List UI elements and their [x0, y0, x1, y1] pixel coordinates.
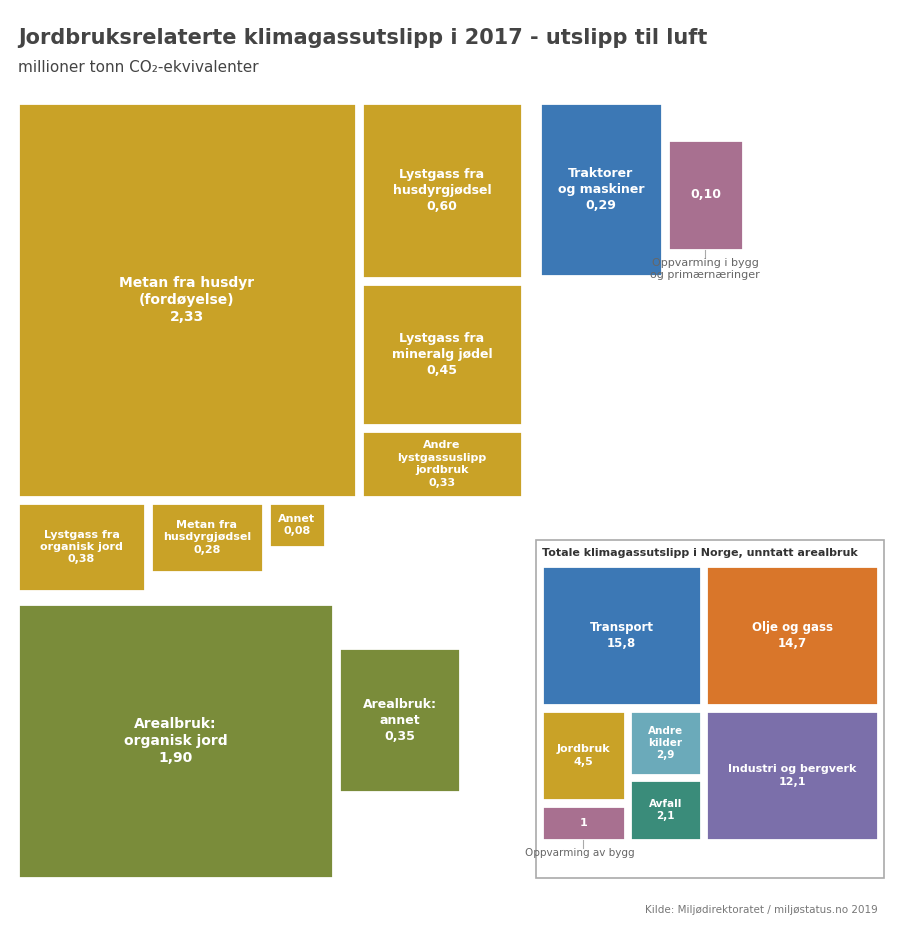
Text: Lystgass fra
organisk jord
0,38: Lystgass fra organisk jord 0,38 — [40, 529, 123, 565]
Text: Totale klimagassutslipp i Norge, unntatt arealbruk: Totale klimagassutslipp i Norge, unntatt… — [542, 548, 858, 558]
FancyBboxPatch shape — [269, 503, 325, 547]
Text: millioner tonn CO₂-ekvivalenter: millioner tonn CO₂-ekvivalenter — [18, 61, 258, 76]
Text: Metan fra husdyr
(fordøyelse)
2,33: Metan fra husdyr (fordøyelse) 2,33 — [120, 276, 255, 324]
Text: Kilde: Miljødirektoratet / miljøstatus.no 2019: Kilde: Miljødirektoratet / miljøstatus.n… — [645, 905, 878, 915]
FancyBboxPatch shape — [18, 103, 356, 497]
FancyBboxPatch shape — [706, 711, 878, 840]
FancyBboxPatch shape — [668, 140, 743, 250]
FancyBboxPatch shape — [536, 540, 884, 878]
Text: Metan fra
husdyrgjødsel
0,28: Metan fra husdyrgjødsel 0,28 — [163, 520, 251, 554]
Text: Andre
lystgassuslipp
jordbruk
0,33: Andre lystgassuslipp jordbruk 0,33 — [398, 440, 487, 487]
Text: Arealbruk:
annet
0,35: Arealbruk: annet 0,35 — [363, 698, 436, 742]
Text: Transport
15,8: Transport 15,8 — [590, 621, 653, 650]
FancyBboxPatch shape — [151, 503, 263, 572]
Text: 1: 1 — [580, 818, 588, 828]
FancyBboxPatch shape — [542, 806, 625, 840]
FancyBboxPatch shape — [18, 503, 145, 591]
Text: Andre
kilder
2,9: Andre kilder 2,9 — [648, 726, 683, 760]
FancyBboxPatch shape — [706, 566, 878, 705]
Text: Olje og gass
14,7: Olje og gass 14,7 — [752, 621, 833, 650]
FancyBboxPatch shape — [362, 284, 522, 425]
Text: Annet
0,08: Annet 0,08 — [278, 514, 316, 536]
Text: Lystgass fra
mineralg jødel
0,45: Lystgass fra mineralg jødel 0,45 — [392, 332, 492, 377]
FancyBboxPatch shape — [362, 431, 522, 497]
FancyBboxPatch shape — [542, 711, 625, 800]
Text: Industri og bergverk
12,1: Industri og bergverk 12,1 — [728, 764, 856, 786]
Text: Avfall
2,1: Avfall 2,1 — [649, 798, 682, 821]
Text: Jordbruksrelaterte klimagassutslipp i 2017 - utslipp til luft: Jordbruksrelaterte klimagassutslipp i 20… — [18, 28, 707, 48]
FancyBboxPatch shape — [362, 103, 522, 278]
Text: 0,10: 0,10 — [690, 189, 721, 202]
FancyBboxPatch shape — [18, 604, 333, 878]
Text: Jordbruk
4,5: Jordbruk 4,5 — [557, 744, 610, 767]
Text: Traktorer
og maskiner
0,29: Traktorer og maskiner 0,29 — [558, 167, 644, 212]
FancyBboxPatch shape — [540, 103, 662, 276]
Text: Oppvarming av bygg: Oppvarming av bygg — [526, 848, 634, 858]
Text: Lystgass fra
husdyrgjødsel
0,60: Lystgass fra husdyrgjødsel 0,60 — [392, 168, 491, 213]
FancyBboxPatch shape — [542, 566, 701, 705]
FancyBboxPatch shape — [630, 780, 701, 840]
Text: Oppvarming i bygg
og primærnæringer: Oppvarming i bygg og primærnæringer — [650, 258, 760, 280]
FancyBboxPatch shape — [630, 711, 701, 775]
FancyBboxPatch shape — [339, 648, 460, 792]
Text: Arealbruk:
organisk jord
1,90: Arealbruk: organisk jord 1,90 — [123, 717, 228, 766]
